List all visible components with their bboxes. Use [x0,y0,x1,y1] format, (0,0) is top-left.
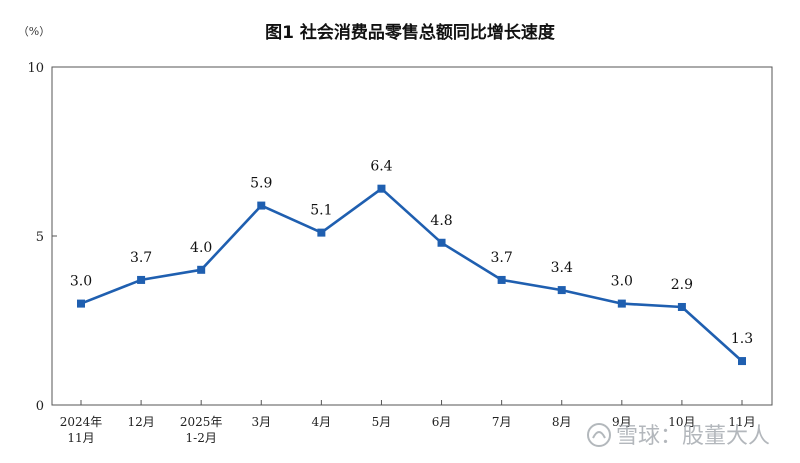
y-axis: 0 5 10 [27,61,57,414]
x-tick-label: 3月 [251,415,271,429]
x-tick-label: 2025年 1-2月 [180,415,223,445]
y-tick-label: 10 [27,61,44,76]
data-point [377,184,386,193]
series-line [80,187,743,363]
y-axis-unit: （%） [18,25,50,38]
x-tick-label: 12月 [127,415,154,429]
x-tick-label: 7月 [492,415,512,429]
data-label: 3.7 [130,250,152,266]
data-label: 2.9 [671,277,693,293]
data-label: 5.9 [250,176,272,192]
x-tick-label: 4月 [312,415,332,429]
data-point [317,228,326,237]
data-label: 3.7 [491,250,513,266]
x-tick-label: 10月 [668,415,695,429]
x-tick-label: 11月 [728,415,755,429]
data-labels: 3.0 3.7 4.0 5.9 5.1 6.4 4.8 3.7 3.4 3.0 2.9 1.3 [70,159,753,347]
watermark-logo-mark [592,431,606,439]
data-label: 3.0 [611,274,633,290]
data-point [257,201,266,210]
plot-frame [51,66,773,406]
watermark-logo [587,423,611,447]
watermark: 雪球：股董大人 [587,423,770,449]
x-tick-label: 2024年 11月 [60,415,103,445]
data-point [497,275,506,284]
watermark-text: 雪球：股董大人 [616,424,770,449]
data-point [738,357,746,366]
data-point [197,265,206,274]
x-tick-label: 9月 [612,415,632,429]
x-tick-label: 5月 [372,415,392,429]
data-point [617,299,626,308]
x-axis: 2024年 11月 12月 2025年 1-2月 3月 4月 5月 6月 7月 8月 9月 10月 11月 [60,400,756,445]
x-tick-label: 6月 [432,415,452,429]
data-point [77,299,85,308]
data-point [557,286,566,295]
y-tick-label: 0 [36,399,44,414]
data-label: 6.4 [370,159,392,175]
data-label: 5.1 [310,203,332,219]
data-label: 1.3 [731,331,753,347]
data-label: 3.0 [70,274,92,290]
series-group [77,184,746,366]
x-tick-label: 8月 [552,415,572,429]
chart-title: 图1 社会消费品零售总额同比增长速度 [265,22,556,43]
data-point [137,275,146,284]
data-label: 3.4 [551,260,573,276]
data-label: 4.8 [430,213,452,229]
data-label: 4.0 [190,240,212,256]
data-point [437,238,446,247]
y-tick-label: 5 [36,230,44,245]
data-point [677,302,686,311]
